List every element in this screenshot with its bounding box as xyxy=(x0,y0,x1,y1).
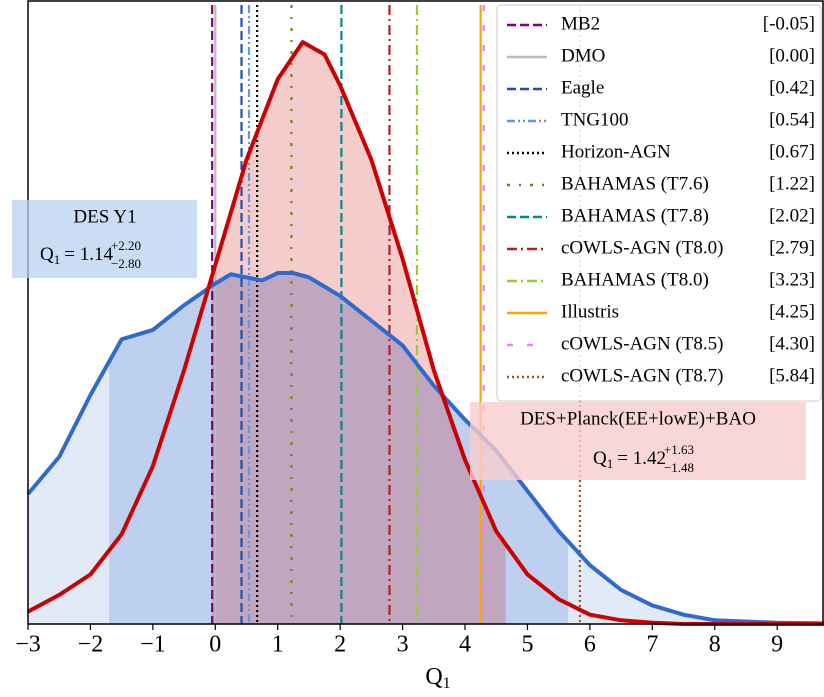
legend-value: [1.22] xyxy=(769,173,815,194)
x-tick-label: −2 xyxy=(78,632,104,658)
legend-label: DMO xyxy=(561,45,605,66)
formula-lower: −2.80 xyxy=(111,256,141,271)
legend-value: [0.54] xyxy=(769,109,815,130)
legend-label: cOWLS-AGN (T8.0) xyxy=(561,237,724,258)
x-tick-label: 6 xyxy=(584,632,596,658)
x-tick-label: −3 xyxy=(15,632,41,658)
legend-value: [0.67] xyxy=(769,141,815,162)
x-tick-label: 1 xyxy=(272,632,284,658)
formula-lower: −1.48 xyxy=(664,460,694,475)
x-tick-label: −1 xyxy=(140,632,166,658)
x-axis-index: 1 xyxy=(443,675,451,692)
formula-upper: +1.63 xyxy=(664,442,694,457)
legend-label: Eagle xyxy=(561,77,604,98)
x-tick-label: 9 xyxy=(771,632,783,658)
plot-frame xyxy=(27,0,824,625)
legend-value: [2.79] xyxy=(769,237,815,258)
legend-label: BAHAMAS (T7.6) xyxy=(561,173,709,194)
x-tick-label: 8 xyxy=(709,632,721,658)
legend-value: [-0.05] xyxy=(763,13,815,34)
density-line xyxy=(26,271,824,626)
x-tick-label: 0 xyxy=(209,632,221,658)
formula-value: = 1.42 xyxy=(617,448,666,469)
formula-index: 1 xyxy=(54,252,61,267)
annotation-box xyxy=(12,200,197,278)
annotation-formula: Q1 = 1.42 xyxy=(593,448,666,471)
x-tick-label: 7 xyxy=(646,632,658,658)
x-tick-label: 3 xyxy=(397,632,409,658)
legend-label: BAHAMAS (T8.0) xyxy=(561,269,709,290)
density-line xyxy=(27,40,824,626)
annotation-box xyxy=(470,402,806,480)
formula-upper: +2.20 xyxy=(111,238,141,253)
legend-value: [4.25] xyxy=(769,301,815,322)
density-band xyxy=(211,42,506,624)
legend-label: BAHAMAS (T7.8) xyxy=(561,205,709,226)
formula-symbol: Q xyxy=(593,448,607,469)
legend-value: [3.23] xyxy=(769,269,815,290)
legend-label: Illustris xyxy=(561,301,619,322)
legend-label: cOWLS-AGN (T8.5) xyxy=(561,333,724,354)
annotation-title: DES Y1 xyxy=(73,206,136,227)
legend-value: [5.84] xyxy=(769,365,815,386)
legend-label: Horizon-AGN xyxy=(561,141,671,162)
x-tick-label: 2 xyxy=(334,632,346,658)
x-axis-label: Q1 xyxy=(425,664,450,692)
legend-label: MB2 xyxy=(561,13,600,34)
annotation-formula: Q1 = 1.14 xyxy=(40,244,113,267)
formula-value: = 1.14 xyxy=(64,244,113,265)
legend-value: [2.02] xyxy=(769,205,815,226)
legend-box xyxy=(496,4,822,402)
density-fill xyxy=(28,273,824,624)
x-tick-label: 4 xyxy=(459,632,471,658)
annotation-title: DES+Planck(EE+lowE)+BAO xyxy=(520,408,756,429)
legend-label: cOWLS-AGN (T8.7) xyxy=(561,365,724,386)
legend-label: TNG100 xyxy=(561,109,629,130)
density-band xyxy=(109,273,569,624)
x-tick-label: 5 xyxy=(521,632,533,658)
x-axis-symbol: Q xyxy=(425,664,442,690)
legend-value: [0.00] xyxy=(769,45,815,66)
formula-symbol: Q xyxy=(40,244,54,265)
legend-value: [4.30] xyxy=(769,333,815,354)
legend-value: [0.42] xyxy=(769,77,815,98)
formula-index: 1 xyxy=(607,456,614,471)
